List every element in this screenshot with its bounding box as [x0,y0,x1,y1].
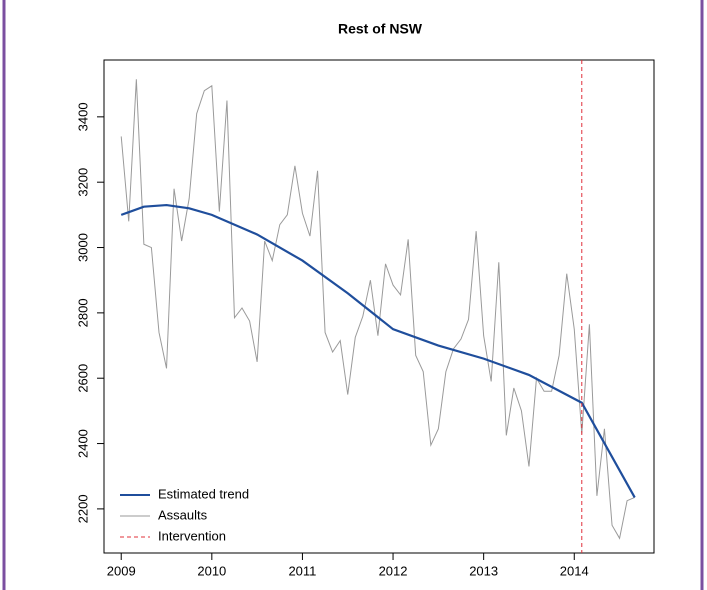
y-tick-label: 3200 [75,168,90,197]
x-tick-label: 2009 [107,563,136,578]
y-tick-label: 3000 [75,233,90,262]
legend-label: Assaults [158,507,208,522]
y-tick-label: 2800 [75,298,90,327]
x-tick-label: 2013 [469,563,498,578]
x-tick-label: 2014 [560,563,589,578]
legend-label: Intervention [158,528,226,543]
plot-box [103,59,655,554]
y-tick-label: 2400 [75,429,90,458]
x-tick-label: 2010 [197,563,226,578]
y-tick-label: 2600 [75,364,90,393]
y-tick-label: 3400 [75,102,90,131]
chart-title: Rest of NSW [338,21,423,37]
legend-label: Estimated trend [158,486,249,501]
series-line [120,79,635,540]
y-tick-label: 2200 [75,494,90,523]
x-tick-label: 2012 [379,563,408,578]
x-tick-label: 2011 [288,563,316,578]
series-line [120,203,636,498]
